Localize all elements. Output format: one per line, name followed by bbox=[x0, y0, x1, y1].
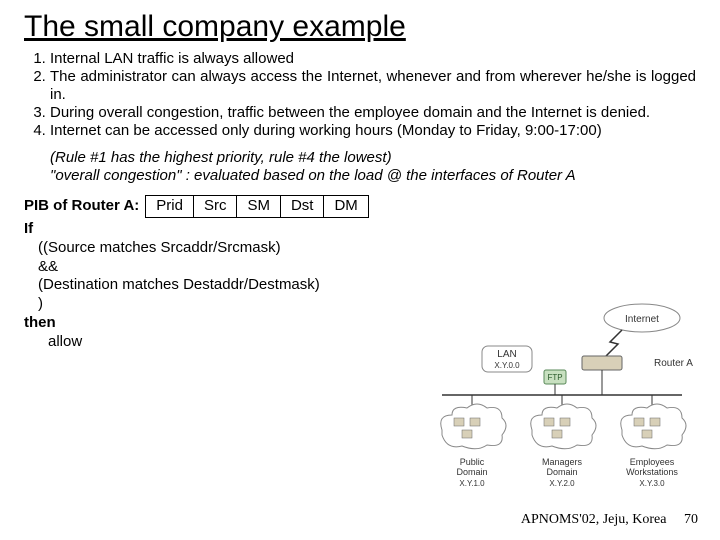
rule-item: Internet can be accessed only during wor… bbox=[50, 122, 696, 139]
cloud-name: Domain bbox=[456, 467, 487, 477]
network-diagram: Internet Router A LAN X.Y.0.0 FTP Publ bbox=[422, 300, 702, 500]
internet-cloud: Internet bbox=[604, 304, 680, 332]
cloud-ip: X.Y.3.0 bbox=[639, 479, 665, 488]
footer-text: APNOMS'02, Jeju, Korea bbox=[521, 512, 667, 527]
domain-cloud: Public Domain X.Y.1.0 bbox=[441, 395, 506, 488]
lan-label-box: LAN X.Y.0.0 bbox=[482, 346, 532, 372]
code-line: ((Source matches Srcaddr/Srcmask) bbox=[38, 239, 369, 258]
cloud-name: Managers bbox=[542, 457, 583, 467]
pib-label: PIB of Router A: bbox=[24, 197, 139, 216]
internet-label: Internet bbox=[625, 314, 659, 325]
code-line: && bbox=[38, 258, 369, 277]
pib-table: Prid Src SM Dst DM bbox=[145, 195, 369, 218]
priority-note: (Rule #1 has the highest priority, rule … bbox=[50, 149, 696, 185]
router-label: Router A bbox=[654, 358, 693, 369]
priority-line: (Rule #1 has the highest priority, rule … bbox=[50, 149, 696, 167]
pib-header: DM bbox=[324, 196, 368, 218]
cloud-name: Workstations bbox=[626, 467, 678, 477]
rules-list: Internal LAN traffic is always allowed T… bbox=[24, 50, 696, 139]
pib-header: Src bbox=[193, 196, 237, 218]
cloud-name: Domain bbox=[546, 467, 577, 477]
ftp-label: FTP bbox=[547, 373, 562, 382]
slide-title: The small company example bbox=[24, 10, 696, 44]
priority-line: "overall congestion" : evaluated based o… bbox=[50, 167, 696, 185]
footer: APNOMS'02, Jeju, Korea 70 bbox=[521, 512, 698, 528]
lan-ip: X.Y.0.0 bbox=[494, 361, 520, 370]
pseudocode: If ((Source matches Srcaddr/Srcmask) && … bbox=[24, 220, 369, 351]
cloud-ip: X.Y.2.0 bbox=[549, 479, 575, 488]
pib-header: SM bbox=[237, 196, 281, 218]
lightning-icon bbox=[604, 330, 622, 358]
rule-item: Internal LAN traffic is always allowed bbox=[50, 50, 696, 67]
cloud-ip: X.Y.1.0 bbox=[459, 479, 485, 488]
rule-item: During overall congestion, traffic betwe… bbox=[50, 104, 696, 121]
rule-item: The administrator can always access the … bbox=[50, 68, 696, 103]
cloud-name: Employees bbox=[630, 457, 675, 467]
code-line: (Destination matches Destaddr/Destmask) bbox=[38, 276, 369, 295]
cloud-name: Public bbox=[460, 457, 485, 467]
code-then: then bbox=[24, 314, 369, 333]
domain-cloud: Employees Workstations X.Y.3.0 bbox=[621, 395, 686, 488]
code-line: allow bbox=[48, 333, 369, 352]
pib-header: Dst bbox=[280, 196, 324, 218]
router-icon: Router A bbox=[582, 356, 693, 370]
lan-label: LAN bbox=[497, 349, 516, 360]
domain-cloud: Managers Domain X.Y.2.0 bbox=[531, 395, 596, 488]
code-line: ) bbox=[38, 295, 369, 314]
code-if: If bbox=[24, 220, 369, 239]
page-number: 70 bbox=[684, 512, 698, 527]
pib-header: Prid bbox=[146, 196, 194, 218]
